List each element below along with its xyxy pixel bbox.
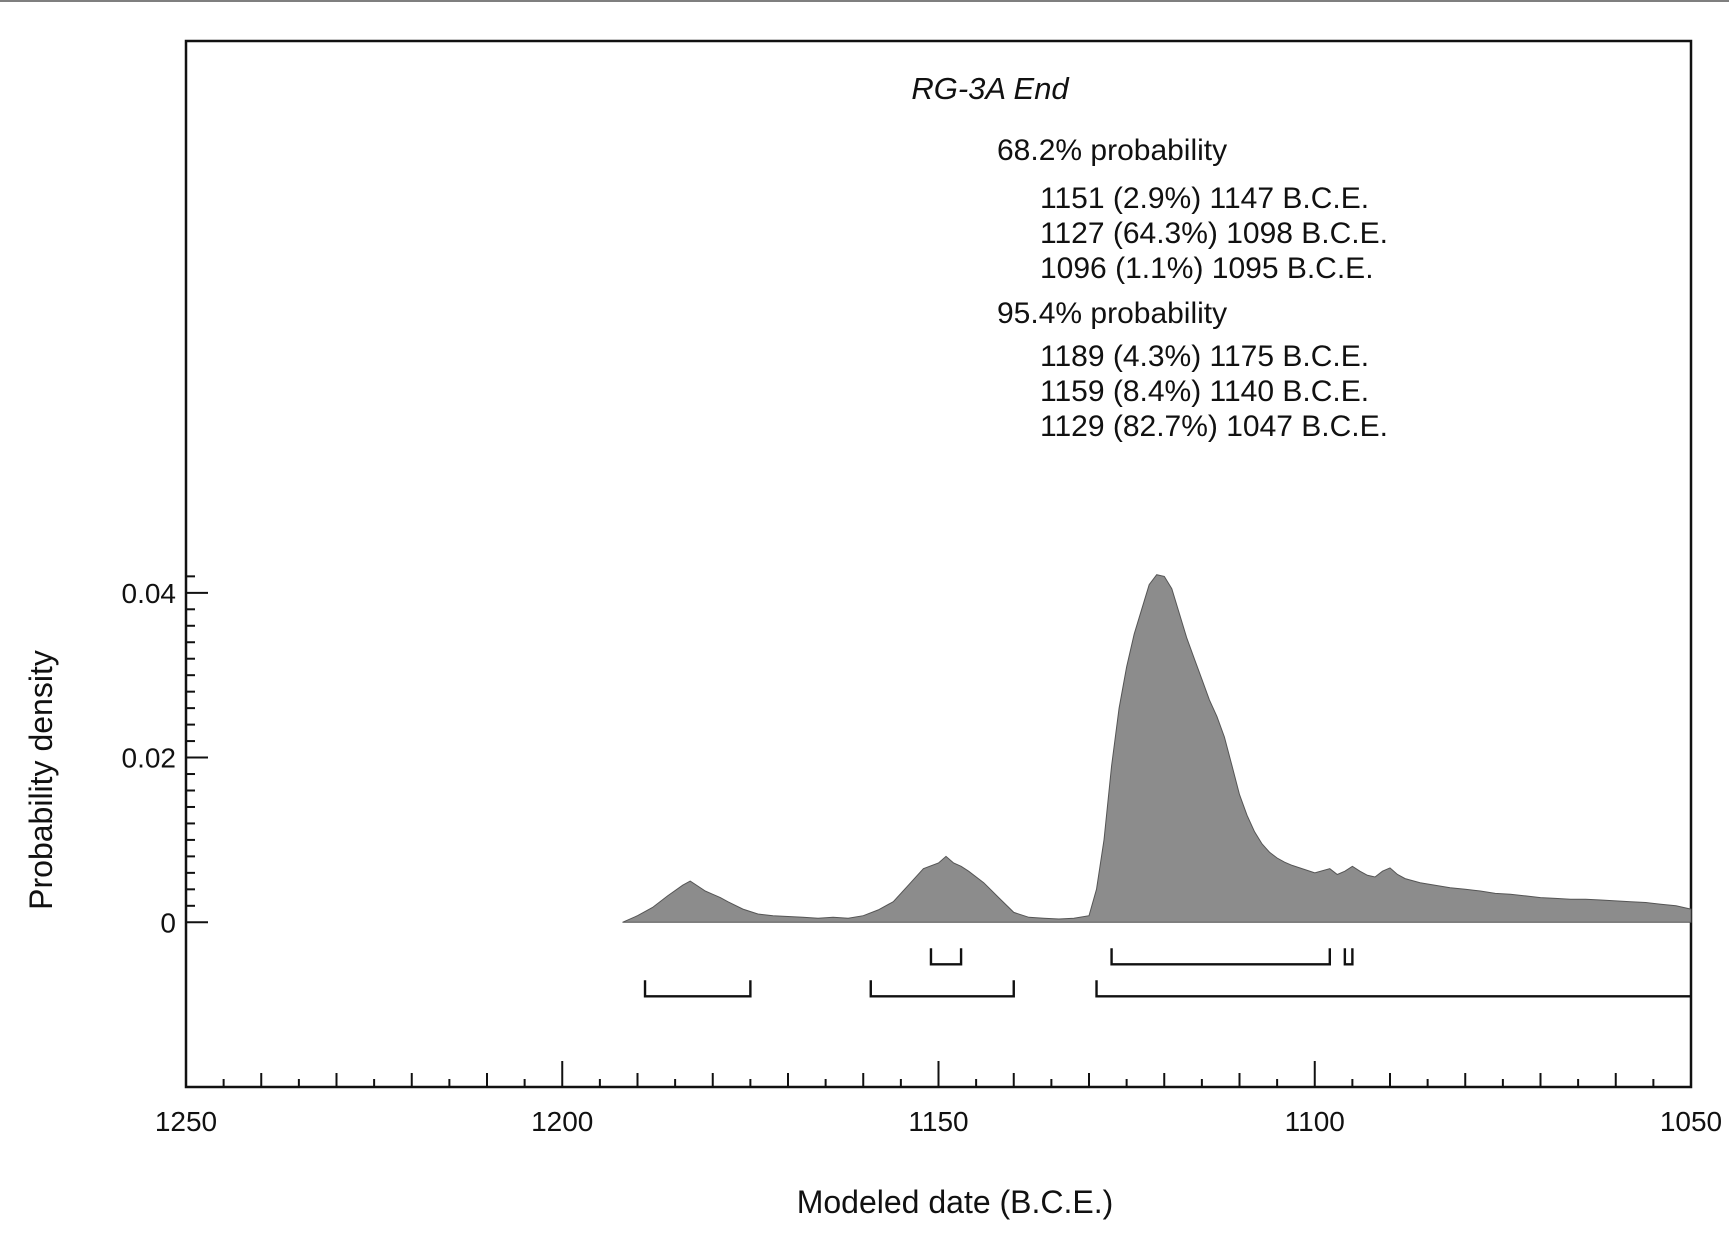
x-tick-label: 1100 — [1285, 1106, 1345, 1137]
density-area — [622, 574, 1692, 923]
prob-68-line-2: 1127 (64.3%) 1098 B.C.E. — [1040, 217, 1388, 250]
prob-68-line-3: 1096 (1.1%) 1095 B.C.E. — [1040, 252, 1374, 285]
range-68-bracket — [1110, 948, 1331, 966]
prob-95-line-2: 1159 (8.4%) 1140 B.C.E. — [1040, 375, 1369, 408]
prob-95-heading: 95.4% probability — [997, 297, 1227, 330]
range-95-bracket — [643, 980, 752, 998]
range-68-bracket — [1343, 948, 1354, 966]
prob-68-line-1: 1151 (2.9%) 1147 B.C.E. — [1040, 182, 1369, 215]
plot-frame — [184, 39, 1693, 1089]
y-axis-label: Probability density — [23, 650, 59, 910]
y-tick-label: 0 — [160, 907, 176, 938]
range-95-bracket — [869, 980, 1015, 998]
range-68-layer — [929, 948, 1354, 966]
range-95-layer — [643, 980, 1691, 998]
range-68-bracket — [929, 948, 963, 966]
x-tick-label: 1250 — [155, 1106, 217, 1137]
prob-95-line-3: 1129 (82.7%) 1047 B.C.E. — [1040, 410, 1388, 443]
x-axis-label: Modeled date (B.C.E.) — [797, 1184, 1114, 1220]
prob-95-line-1: 1189 (4.3%) 1175 B.C.E. — [1040, 340, 1369, 373]
y-tick-layer: 0 0.02 0.04 — [122, 575, 208, 938]
x-tick-label: 1050 — [1660, 1106, 1722, 1137]
x-tick-layer: 1250 1200 1150 1100 1050 — [155, 1061, 1722, 1137]
y-tick-label: 0.04 — [122, 578, 177, 609]
prob-68-heading: 68.2% probability — [997, 134, 1227, 167]
y-tick-label: 0.02 — [122, 743, 177, 774]
range-95-bracket — [1095, 980, 1691, 998]
x-tick-label: 1150 — [908, 1106, 968, 1137]
x-tick-label: 1200 — [531, 1106, 593, 1137]
chart-title: RG-3A End — [911, 71, 1070, 106]
density-layer — [622, 574, 1692, 923]
